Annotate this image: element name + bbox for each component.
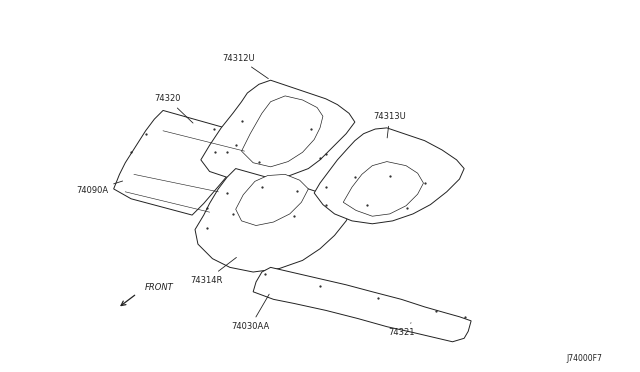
Text: 74030AA: 74030AA — [231, 294, 269, 331]
Polygon shape — [314, 128, 464, 224]
Polygon shape — [195, 169, 352, 272]
Text: 74321: 74321 — [388, 323, 415, 337]
Polygon shape — [236, 174, 308, 225]
Text: 74090A: 74090A — [76, 181, 123, 195]
Text: 74320: 74320 — [154, 94, 193, 123]
Polygon shape — [201, 80, 355, 181]
Polygon shape — [114, 110, 256, 215]
Polygon shape — [253, 267, 471, 342]
Text: 74313U: 74313U — [373, 112, 406, 138]
Text: FRONT: FRONT — [145, 283, 173, 292]
Polygon shape — [241, 96, 323, 167]
Polygon shape — [343, 161, 424, 216]
Text: 74314R: 74314R — [191, 257, 236, 285]
Text: 74312U: 74312U — [222, 54, 268, 78]
Text: J74000F7: J74000F7 — [566, 354, 602, 363]
